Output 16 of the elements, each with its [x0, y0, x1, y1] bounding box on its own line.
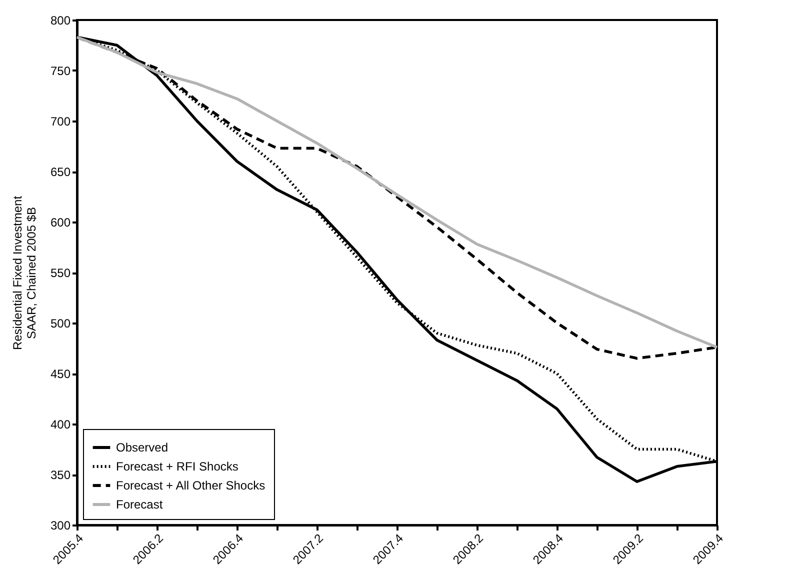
y-tick-label: 400 [50, 418, 71, 432]
legend-label: Forecast + All Other Shocks [116, 478, 266, 492]
y-tick-label: 750 [50, 64, 71, 78]
legend-label: Forecast + RFI Shocks [116, 460, 238, 474]
y-axis-title: Residential Fixed Investment SAAR, Chained 2005 $B [10, 195, 38, 350]
y-tick-label: 650 [50, 165, 71, 179]
y-tick-label: 800 [50, 14, 71, 28]
y-tick-label: 350 [50, 468, 71, 482]
y-tick-label: 450 [50, 367, 71, 381]
legend-label: Forecast [116, 498, 164, 512]
y-tick-label: 300 [50, 518, 71, 532]
y-tick-label: 500 [50, 316, 71, 330]
y-tick-label: 550 [50, 266, 71, 280]
y-tick-label: 700 [50, 114, 71, 128]
y-tick-label: 600 [50, 216, 71, 230]
legend-label: Observed [116, 440, 168, 454]
